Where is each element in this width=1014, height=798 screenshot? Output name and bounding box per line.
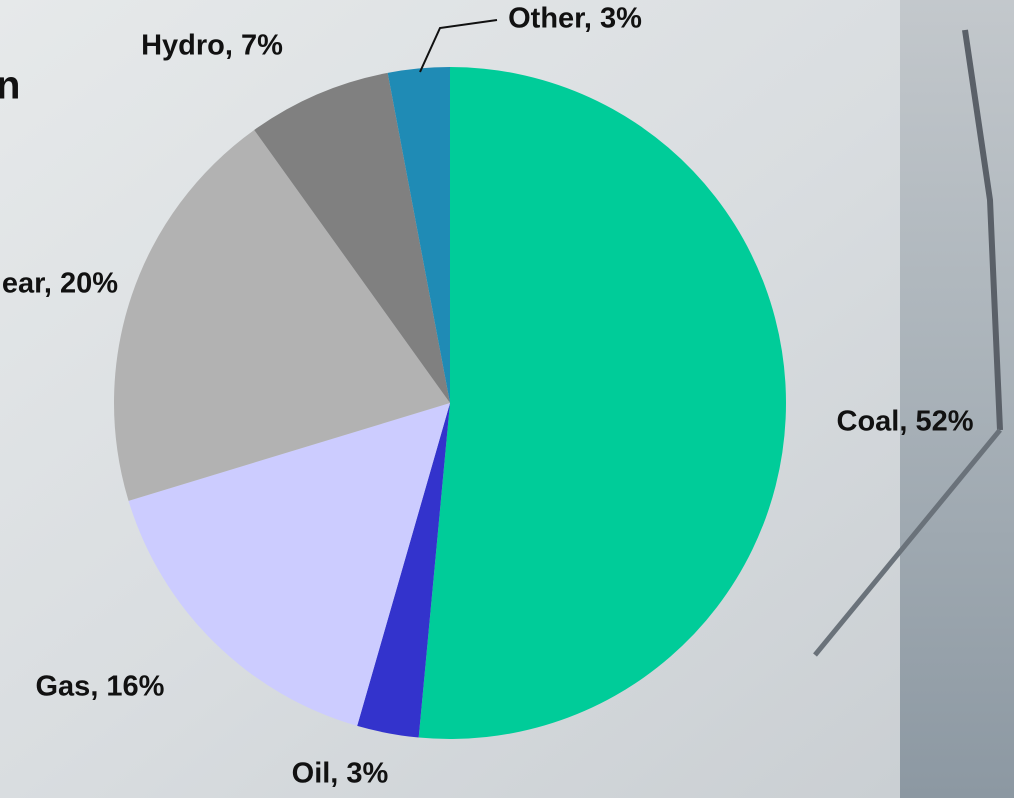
slice-label: Coal, 52% xyxy=(837,406,974,438)
pie-slice xyxy=(254,72,450,403)
slice-label: Gas, 16% xyxy=(36,671,165,703)
leader-line xyxy=(419,19,498,73)
slice-label: Other, 3% xyxy=(508,3,642,35)
pie-slice xyxy=(128,403,451,726)
chart-title: n xyxy=(0,64,20,108)
pie-slice xyxy=(418,67,786,739)
pie xyxy=(114,67,786,739)
slice-label: Hydro, 7% xyxy=(141,30,283,62)
slice-label: Oil, 3% xyxy=(292,758,389,790)
turbine-blade xyxy=(813,428,1002,657)
labels: Coal, 52% Oil, 3% Gas, 16% Nuclear, 20% Hydr… xyxy=(0,3,974,790)
slice-label: Nuclear, 20% xyxy=(0,268,118,300)
turbine-blade xyxy=(962,29,1003,431)
photo-panel xyxy=(900,0,1014,798)
pie-slice xyxy=(387,67,450,403)
pie-slice xyxy=(357,403,450,738)
pie-slice xyxy=(114,129,451,501)
